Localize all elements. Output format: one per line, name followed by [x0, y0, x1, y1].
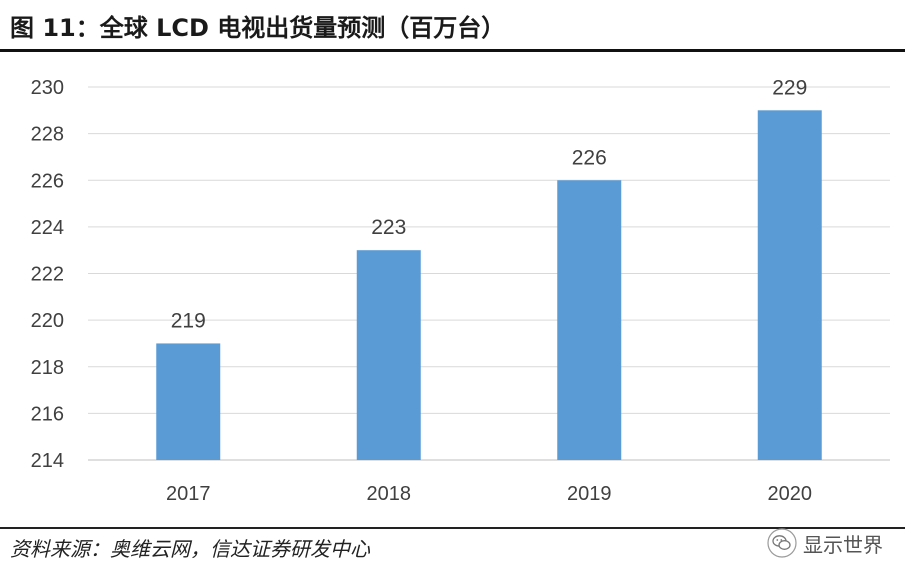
footer-divider [0, 527, 905, 529]
x-axis-ticks: 2017 2018 2019 2020 [166, 483, 812, 505]
bar-chart: 214 216 218 220 222 224 226 228 230 219 223 226 229… [31, 76, 890, 505]
y-tick-label: 216 [31, 403, 64, 425]
title-divider [0, 49, 905, 52]
y-tick-label: 226 [31, 170, 64, 192]
y-tick-label: 228 [31, 124, 64, 146]
y-tick-label: 222 [31, 264, 64, 286]
y-tick-label: 220 [31, 310, 64, 332]
data-label-2018: 223 [371, 216, 406, 239]
x-tick-label-2019: 2019 [567, 483, 612, 505]
x-tick-label-2018: 2018 [367, 483, 412, 505]
data-label-2019: 226 [572, 146, 607, 169]
bar-2019 [557, 180, 622, 460]
bar-2020 [757, 110, 822, 460]
x-tick-label-2017: 2017 [166, 483, 211, 505]
bar-2017 [156, 343, 221, 460]
data-labels: 219 223 226 229 [171, 76, 808, 332]
data-label-2017: 219 [171, 309, 206, 332]
gridlines [88, 86, 890, 461]
y-tick-label: 214 [31, 450, 64, 472]
bar-2018 [356, 250, 421, 460]
data-label-2020: 229 [772, 76, 807, 99]
wechat-icon [767, 528, 797, 558]
bars [156, 110, 822, 460]
y-axis-ticks: 214 216 218 220 222 224 226 228 230 [31, 77, 64, 472]
y-tick-label: 218 [31, 357, 64, 379]
x-tick-label-2020: 2020 [768, 483, 813, 505]
y-tick-label: 224 [31, 217, 64, 239]
source-note: 资料来源：奥维云网，信达证券研发中心 [10, 537, 370, 561]
page-title: 图 11：全球 LCD 电视出货量预测（百万台） [10, 14, 506, 42]
watermark-text: 显示世界 [803, 532, 883, 557]
y-tick-label: 230 [31, 77, 64, 99]
watermark: 显示世界 [767, 528, 883, 558]
